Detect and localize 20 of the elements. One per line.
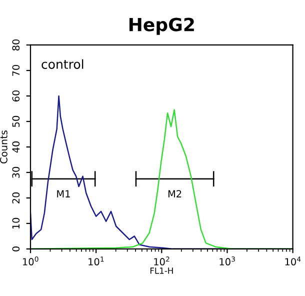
y-axis-title: Counts	[0, 130, 8, 164]
y-tick-label: 20	[12, 192, 20, 204]
y-tick-label: 60	[12, 90, 20, 102]
y-tick-label: 0	[12, 246, 20, 252]
y-tick-label: 40	[12, 141, 20, 153]
y-tick-label: 10	[12, 218, 20, 229]
annotation: control	[42, 59, 84, 69]
x-axis-title: FL1-H	[150, 268, 173, 274]
x-tick-label: 10$^{1}$	[88, 256, 104, 266]
y-tick-label: 80	[12, 39, 20, 51]
x-tick-label: 10$^{2}$	[154, 256, 170, 266]
series-label: M1	[57, 190, 70, 198]
series-label: M2	[168, 190, 182, 198]
chart-title: HepG2	[129, 18, 194, 35]
x-tick-label: 10$^{3}$	[220, 256, 235, 266]
y-tick-label: 30	[12, 166, 20, 178]
x-tick-label: 10$^{0}$	[23, 256, 38, 266]
y-tick-label: 50	[12, 116, 20, 127]
x-tick-label: 10$^{4}$	[285, 256, 301, 266]
y-tick-label: 70	[12, 64, 20, 76]
